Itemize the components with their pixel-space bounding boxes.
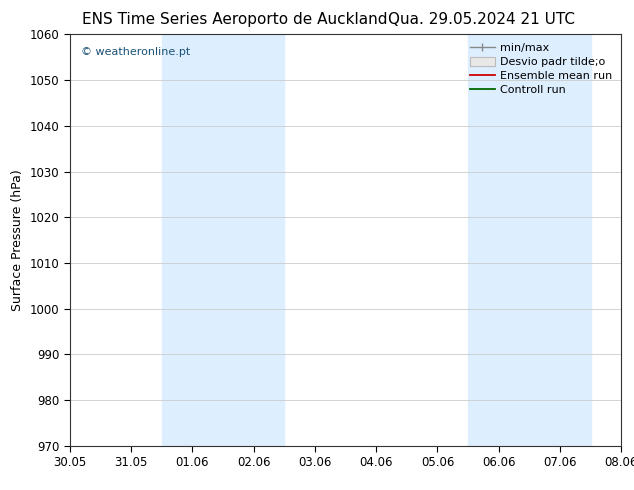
Legend: min/max, Desvio padr tilde;o, Ensemble mean run, Controll run: min/max, Desvio padr tilde;o, Ensemble m… — [467, 40, 616, 98]
Bar — [468, 34, 591, 446]
Text: © weatheronline.pt: © weatheronline.pt — [81, 47, 190, 57]
Bar — [162, 34, 284, 446]
Text: Qua. 29.05.2024 21 UTC: Qua. 29.05.2024 21 UTC — [389, 12, 575, 27]
Text: ENS Time Series Aeroporto de Auckland: ENS Time Series Aeroporto de Auckland — [82, 12, 387, 27]
Y-axis label: Surface Pressure (hPa): Surface Pressure (hPa) — [11, 169, 24, 311]
